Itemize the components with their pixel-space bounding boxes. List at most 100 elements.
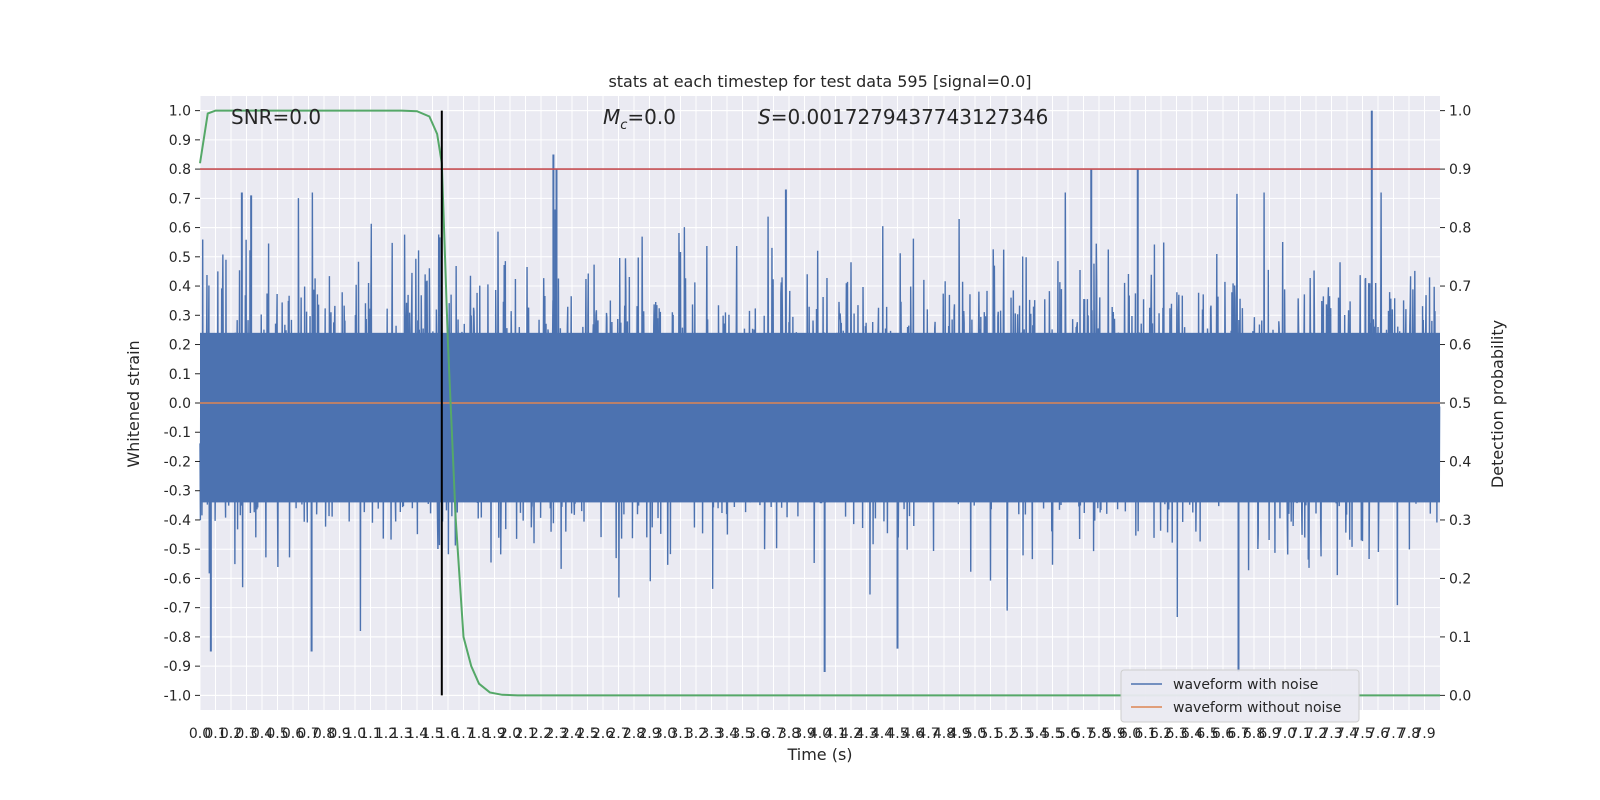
- y-axis-left-ticks: 1.0 0.9 0.8 0.7 0.6 0.5 0.4 0.3 0.2 0.1 0.0 -0.1 -0.…: [164, 104, 200, 704]
- x-tick-label: 7.8: [1398, 726, 1420, 742]
- x-tick-label: 1.5: [421, 726, 443, 742]
- x-tick-label: 2.9: [638, 726, 660, 742]
- x-tick-label: 2.6: [592, 726, 614, 742]
- x-tick-label: 0.1: [204, 726, 226, 742]
- x-tick-label: 2.2: [530, 726, 552, 742]
- x-tick-label: 6.6: [1212, 726, 1234, 742]
- x-tick-label: 0.8: [313, 726, 335, 742]
- x-tick-label: 0.6: [282, 726, 304, 742]
- y-axis-label: Whitened strain: [124, 340, 143, 467]
- x-tick-label: 0.3: [235, 726, 257, 742]
- y-axis-right-ticks: 1.0 0.9 0.8 0.7 0.6 0.5 0.4 0.3 0.2 0.1 0.0: [1440, 104, 1471, 704]
- legend-label-noise: waveform with noise: [1173, 677, 1318, 693]
- y-tick-label: 0.7: [169, 191, 191, 207]
- y-tick-label: 0.9: [169, 133, 191, 149]
- x-tick-label: 4.8: [933, 726, 955, 742]
- y-tick-label: 0.8: [169, 162, 191, 178]
- y2-tick-label: 0.1: [1449, 630, 1471, 646]
- x-tick-label: 7.4: [1336, 726, 1358, 742]
- x-tick-label: 3.9: [793, 726, 815, 742]
- x-tick-label: 4.2: [840, 726, 862, 742]
- y2-tick-label: 0.9: [1449, 162, 1471, 178]
- x-tick-label: 3.3: [700, 726, 722, 742]
- x-tick-label: 4.5: [886, 726, 908, 742]
- x-tick-label: 5.0: [964, 726, 986, 742]
- y-tick-label: 0.0: [169, 396, 191, 412]
- y-tick-label: -1.0: [164, 688, 191, 704]
- series-lines: [199, 109, 1440, 697]
- y2-tick-label: 0.6: [1449, 338, 1471, 354]
- y-tick-label: -0.7: [164, 601, 191, 617]
- x-tick-label: 3.8: [778, 726, 800, 742]
- x-tick-label: 7.9: [1413, 726, 1435, 742]
- y2-tick-label: 0.2: [1449, 571, 1471, 587]
- x-tick-label: 1.8: [468, 726, 490, 742]
- x-axis-label: Time (s): [786, 745, 852, 764]
- x-tick-label: 0.0: [189, 726, 211, 742]
- x-tick-label: 2.8: [623, 726, 645, 742]
- x-tick-label: 3.4: [716, 726, 738, 742]
- y2-tick-label: 0.3: [1449, 513, 1471, 529]
- x-tick-label: 1.1: [359, 726, 381, 742]
- y-tick-label: -0.9: [164, 659, 191, 675]
- detection-probability-line: [199, 109, 1440, 697]
- y2-axis-label: Detection probability: [1488, 320, 1507, 488]
- x-tick-label: 2.4: [561, 726, 583, 742]
- x-tick-label: 6.8: [1243, 726, 1265, 742]
- y-tick-label: -0.6: [164, 571, 191, 587]
- legend-box: [1120, 669, 1360, 723]
- x-tick-label: 1.0: [344, 726, 366, 742]
- x-tick-label: 3.5: [731, 726, 753, 742]
- x-tick-label: 6.1: [1134, 726, 1156, 742]
- x-tick-label: 5.4: [1026, 726, 1048, 742]
- y-tick-label: -0.3: [164, 484, 191, 500]
- x-tick-label: 0.9: [328, 726, 350, 742]
- annotation-snr: SNR=0.0: [231, 105, 321, 129]
- y2-tick-label: 0.4: [1449, 454, 1471, 470]
- x-tick-label: 7.2: [1305, 726, 1327, 742]
- y-tick-label: -0.1: [164, 425, 191, 441]
- x-tick-label: 7.7: [1382, 726, 1404, 742]
- x-tick-label: 6.5: [1196, 726, 1218, 742]
- x-tick-label: 5.8: [1088, 726, 1110, 742]
- x-tick-label: 6.2: [1150, 726, 1172, 742]
- x-tick-label: 1.6: [437, 726, 459, 742]
- legend-label-clean: waveform without noise: [1173, 700, 1341, 716]
- x-tick-label: 1.4: [406, 726, 428, 742]
- x-tick-label: 4.6: [902, 726, 924, 742]
- x-tick-label: 4.3: [855, 726, 877, 742]
- x-tick-label: 0.2: [220, 726, 242, 742]
- x-tick-label: 2.3: [545, 726, 567, 742]
- x-tick-label: 6.4: [1181, 726, 1203, 742]
- x-tick-label: 5.2: [995, 726, 1017, 742]
- y-tick-label: 0.3: [169, 308, 191, 324]
- x-tick-label: 5.1: [979, 726, 1001, 742]
- y2-tick-label: 0.7: [1449, 279, 1471, 295]
- x-tick-label: 4.7: [917, 726, 939, 742]
- x-tick-label: 2.7: [607, 726, 629, 742]
- x-tick-label: 6.3: [1165, 726, 1187, 742]
- x-tick-label: 3.1: [669, 726, 691, 742]
- x-tick-label: 0.4: [251, 726, 273, 742]
- y-tick-label: -0.5: [164, 542, 191, 558]
- y-tick-label: 0.6: [169, 221, 191, 237]
- x-tick-label: 3.2: [685, 726, 707, 742]
- x-tick-label: 1.3: [390, 726, 412, 742]
- x-tick-label: 5.7: [1072, 726, 1094, 742]
- x-tick-label: 1.9: [483, 726, 505, 742]
- x-tick-label: 4.4: [871, 726, 893, 742]
- x-tick-label: 6.9: [1258, 726, 1280, 742]
- x-tick-label: 5.5: [1041, 726, 1063, 742]
- legend: waveform with noise waveform without noi…: [1120, 669, 1360, 723]
- x-tick-label: 5.3: [1010, 726, 1032, 742]
- annotation-s: S=0.0017279437743127346: [758, 105, 1048, 129]
- x-tick-label: 0.7: [297, 726, 319, 742]
- y2-tick-label: 0.8: [1449, 221, 1471, 237]
- x-tick-label: 3.7: [762, 726, 784, 742]
- x-tick-label: 7.1: [1289, 726, 1311, 742]
- series-waveform-with-noise: [199, 110, 1441, 672]
- x-tick-label: 3.0: [654, 726, 676, 742]
- y-tick-label: 0.4: [169, 279, 191, 295]
- y2-tick-label: 1.0: [1449, 104, 1471, 120]
- x-axis-ticks: 0.00.10.20.30.40.50.60.70.80.91.01.11.21…: [189, 726, 1436, 742]
